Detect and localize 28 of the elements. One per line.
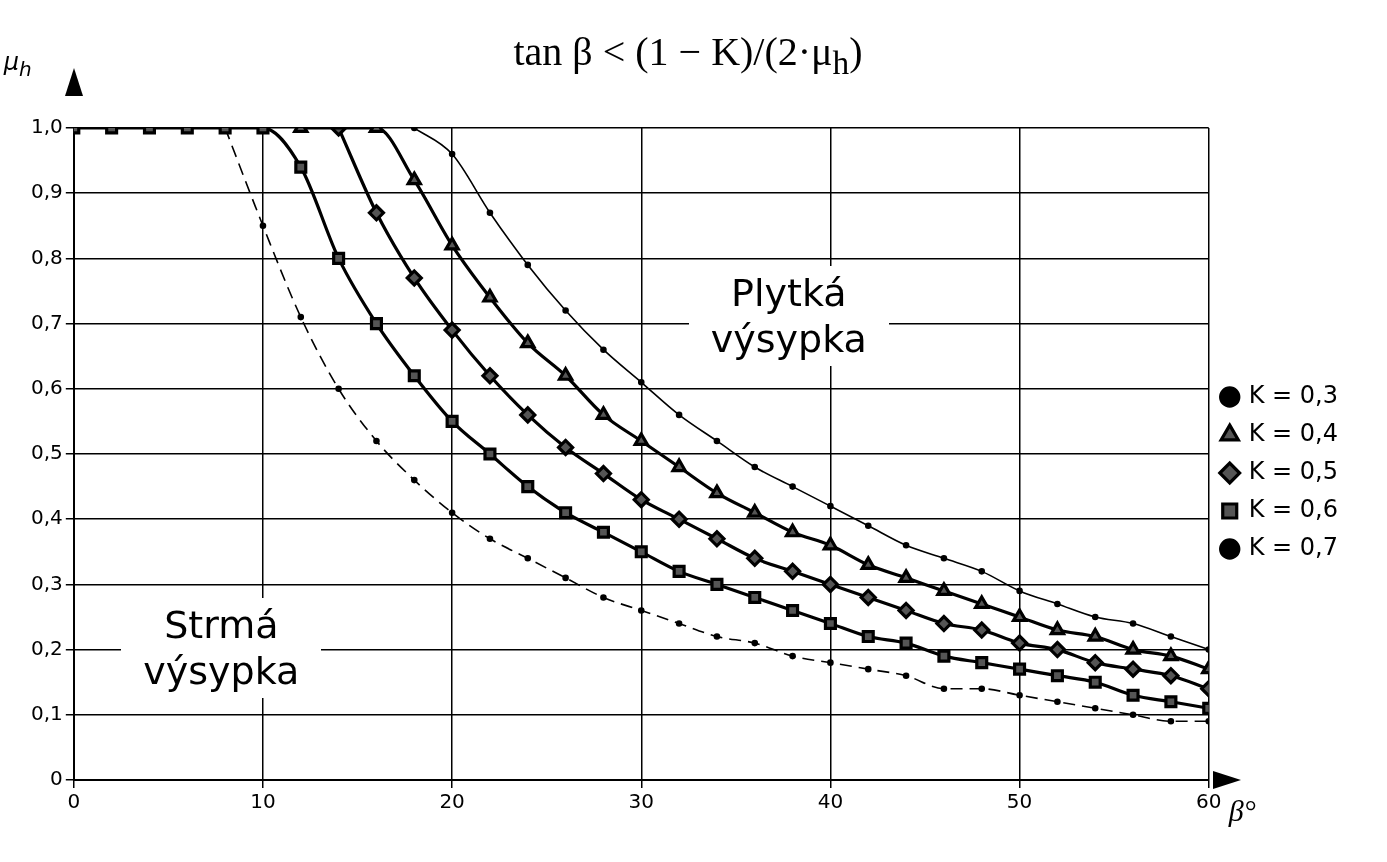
x-tick-label: 20: [439, 789, 465, 814]
y-axis-title: μ$_{h}$: [3, 48, 32, 81]
x-axis-title: β°: [1228, 794, 1256, 828]
legend-label: K = 0,6: [1248, 495, 1339, 524]
annotation: Strmá výsypka: [121, 598, 322, 699]
y-tick-label: 1,0: [30, 114, 63, 139]
x-tick-label: 50: [1006, 789, 1033, 814]
x-tick-label: 30: [628, 789, 654, 814]
x-tick-label: 10: [250, 789, 276, 814]
y-tick-label: 0,3: [30, 570, 63, 595]
y-tick-label: 0,8: [30, 244, 63, 269]
legend-label: K = 0,7: [1248, 533, 1339, 562]
x-tick-label: 60: [1196, 789, 1222, 814]
y-tick-label: 0,7: [30, 309, 63, 334]
annotation: Plytká výsypka: [688, 265, 889, 366]
y-tick-label: 0,2: [30, 635, 63, 660]
legend-label: K = 0,5: [1248, 457, 1339, 486]
legend-label: K = 0,3: [1248, 381, 1339, 410]
y-tick-label: 0,9: [30, 179, 63, 204]
y-tick-label: 0,1: [30, 701, 63, 725]
chart-title: tan β < (1 − K)/(2·μ$_{h}$): [513, 29, 863, 81]
y-tick-label: 0: [50, 766, 63, 791]
x-tick-label: 40: [817, 789, 844, 814]
y-tick-label: 0,4: [30, 505, 63, 530]
y-tick-label: 0,5: [30, 440, 63, 465]
legend-label: K = 0,4: [1248, 419, 1339, 448]
x-tick-label: 0: [67, 789, 81, 814]
y-tick-label: 0,6: [30, 375, 63, 399]
